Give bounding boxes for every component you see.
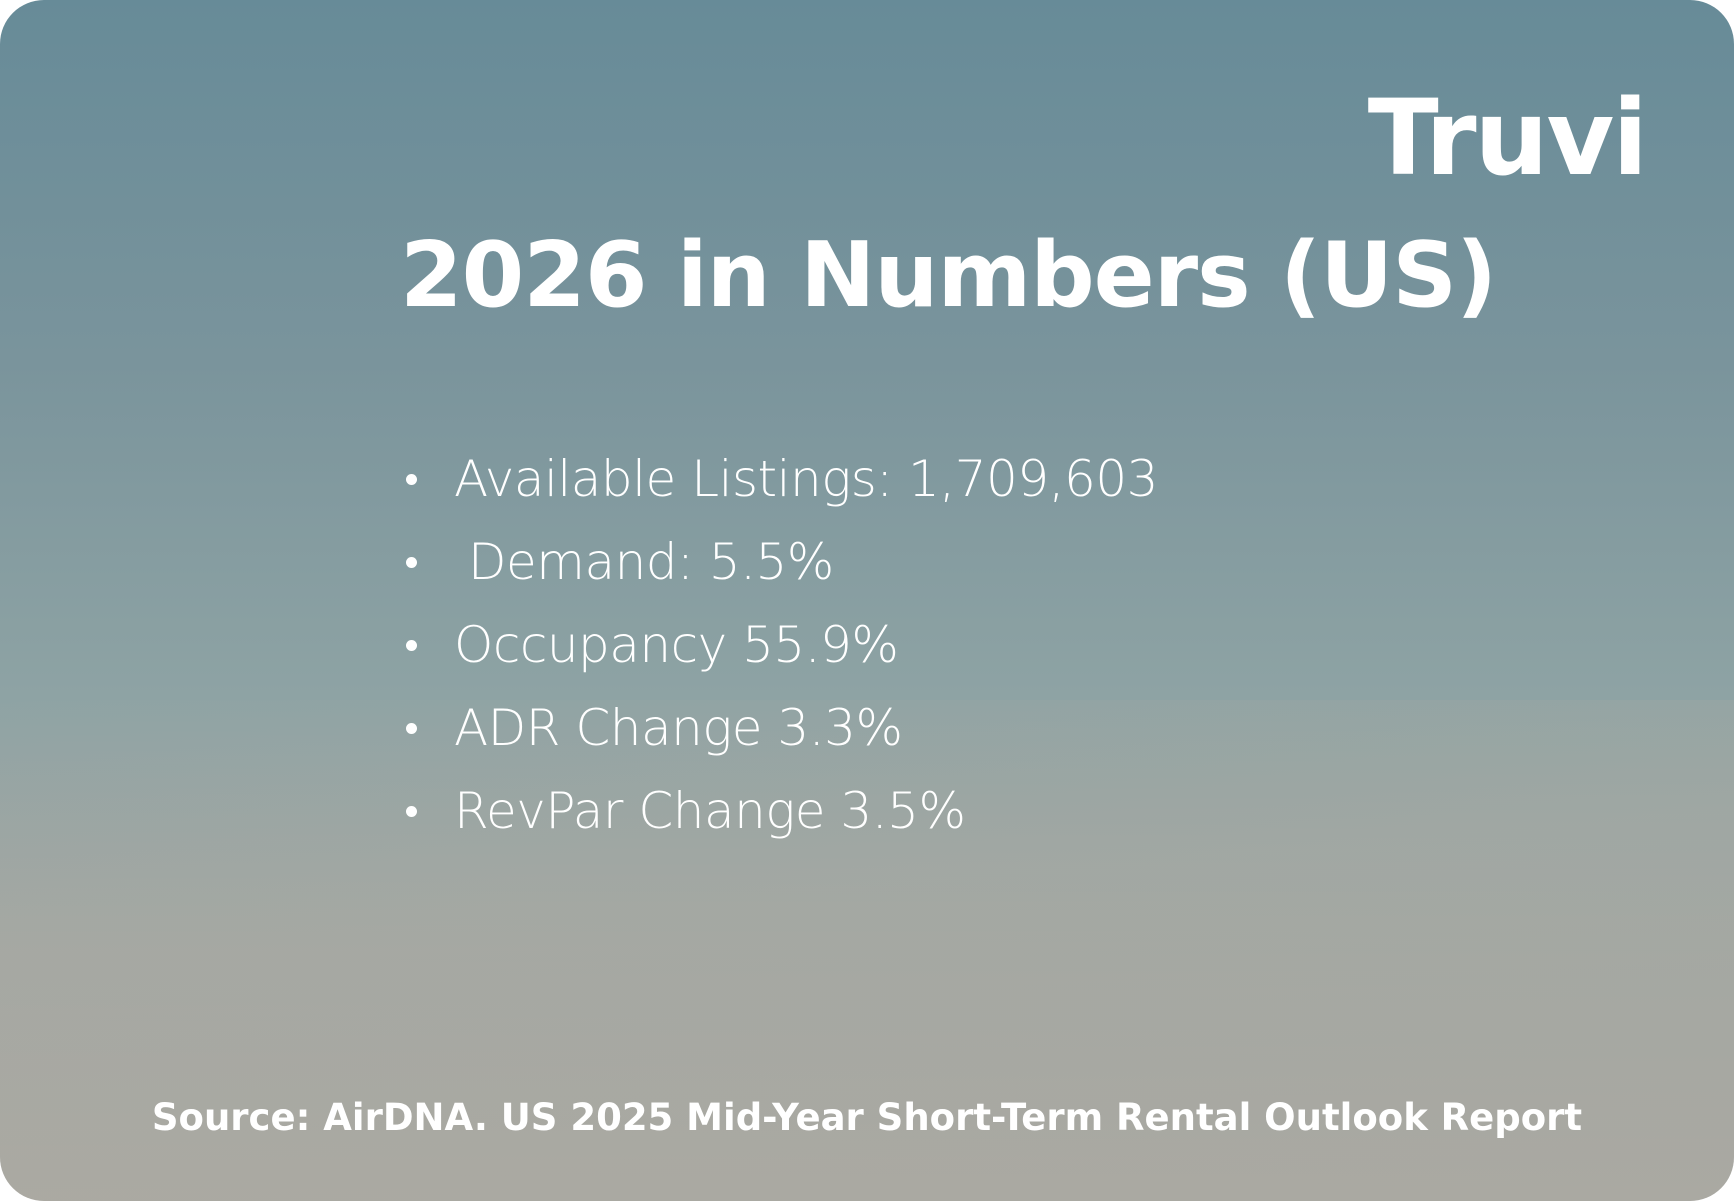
stat-text: Available Listings: 1,709,603: [454, 450, 1158, 508]
background-haze: [0, 700, 1734, 1201]
stat-item: Demand: 5.5%: [402, 531, 1158, 614]
stat-item: Occupancy 55.9%: [402, 614, 1158, 697]
stat-item: RevPar Change 3.5%: [402, 780, 1158, 863]
logo: Truvi: [1367, 77, 1648, 199]
stat-item: ADR Change 3.3%: [402, 697, 1158, 780]
stat-text: RevPar Change 3.5%: [454, 782, 966, 840]
stat-text: Demand: 5.5%: [468, 533, 834, 591]
stat-text: Occupancy 55.9%: [454, 616, 899, 674]
stats-list: Available Listings: 1,709,603 Demand: 5.5…: [402, 448, 1158, 863]
stat-item: Available Listings: 1,709,603: [402, 448, 1158, 531]
stat-text: ADR Change 3.3%: [454, 699, 903, 757]
source-note: Source: AirDNA. US 2025 Mid-Year Short-T…: [151, 1096, 1583, 1139]
title: 2026 in Numbers (US): [400, 223, 1497, 328]
